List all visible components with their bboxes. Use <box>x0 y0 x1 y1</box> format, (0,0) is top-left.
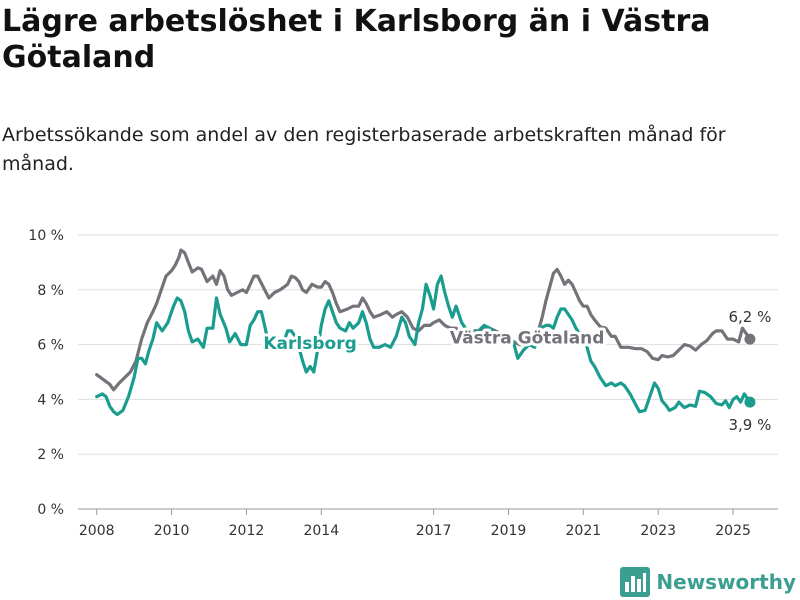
y-axis: 0 % 2 % 4 % 6 % 8 % 10 % <box>28 228 64 518</box>
series-label-vastra-gotaland: Västra Götaland <box>450 329 605 349</box>
series-label-karlsborg-halo: Karlsborg <box>263 334 356 354</box>
x-tick-label: 2021 <box>566 523 602 539</box>
y-tick-label: 10 % <box>28 228 64 244</box>
x-axis: 2008 2010 2012 2014 2017 2019 2021 2023 2025 <box>79 509 751 539</box>
chart-title: Lägre arbetslöshet i Karlsborg än i Väst… <box>2 4 711 75</box>
series-label-vastra-gotaland-halo: Västra Götaland <box>450 329 605 349</box>
brand-name: Newsworthy <box>656 570 796 594</box>
series-line-karlsborg <box>95 274 752 417</box>
bar-chart-logo-icon <box>620 567 651 597</box>
series-label-karlsborg: Karlsborg <box>263 334 356 354</box>
y-tick-label: 6 % <box>37 338 64 354</box>
series-line-västra-götaland <box>95 248 752 392</box>
end-point-marker <box>744 396 756 408</box>
x-tick-label: 2014 <box>303 523 339 539</box>
x-tick-label: 2012 <box>229 523 265 539</box>
x-tick-label: 2017 <box>416 523 452 539</box>
newsworthy-logo: Newsworthy <box>620 567 796 597</box>
end-label-vastra-gotaland: 6,2 % <box>728 308 771 326</box>
x-tick-label: 2023 <box>640 523 676 539</box>
x-tick-label: 2010 <box>154 523 190 539</box>
x-tick-label: 2025 <box>715 523 751 539</box>
end-point-marker <box>744 333 756 345</box>
x-tick-label: 2008 <box>79 523 115 539</box>
y-tick-label: 2 % <box>37 447 64 463</box>
y-tick-label: 8 % <box>37 283 64 299</box>
end-label-karlsborg: 3,9 % <box>728 416 771 434</box>
chart-subtitle: Arbetssökande som andel av den registerb… <box>2 124 726 175</box>
x-tick-label: 2019 <box>491 523 527 539</box>
grid <box>78 234 778 510</box>
line-chart: 0 % 2 % 4 % 6 % 8 % 10 % 2008 2010 2012 2014 2017… <box>28 228 778 539</box>
y-tick-label: 4 % <box>37 392 64 408</box>
y-tick-label: 0 % <box>37 502 64 518</box>
series-lines <box>95 248 756 417</box>
